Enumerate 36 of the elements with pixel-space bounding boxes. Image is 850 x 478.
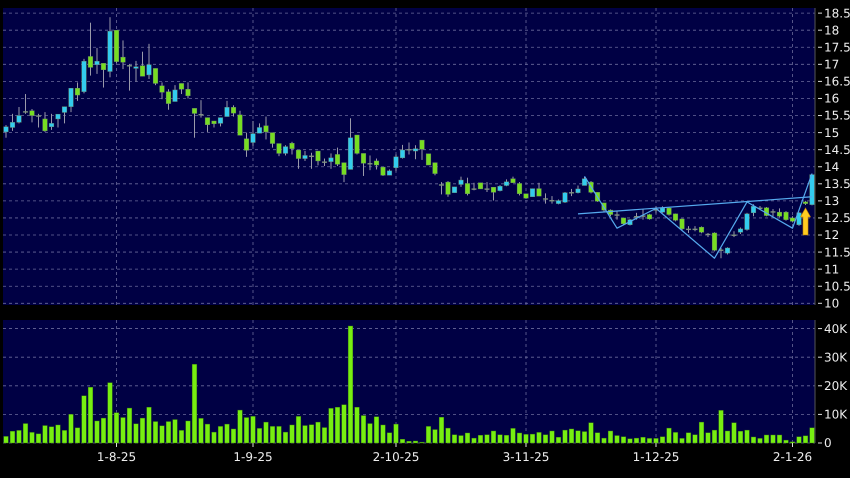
y-tick-label: 16.5 bbox=[824, 74, 850, 89]
y-tick-label: 11.5 bbox=[824, 245, 850, 260]
y-tick-label: 10 bbox=[824, 296, 840, 310]
y-tick-label: 10K bbox=[824, 408, 848, 422]
candlestick bbox=[55, 114, 61, 128]
y-tick-label: 11 bbox=[824, 262, 840, 276]
y-tick-label: 17 bbox=[824, 58, 840, 72]
y-tick-label: 15.5 bbox=[824, 108, 850, 123]
x-tick-label: 1-8-25 bbox=[96, 450, 136, 464]
y-tick-label: 14.5 bbox=[824, 142, 850, 157]
candlestick bbox=[192, 108, 198, 138]
x-tick-label: 3-11-25 bbox=[502, 450, 550, 464]
y-tick-label: 18 bbox=[824, 23, 840, 38]
y-tick-label: 0 bbox=[824, 436, 832, 450]
x-tick-label: 1-12-25 bbox=[632, 450, 680, 464]
y-tick-label: 12.5 bbox=[824, 211, 850, 226]
candlestick bbox=[198, 100, 204, 118]
y-tick-label: 17.5 bbox=[824, 40, 850, 54]
x-tick-label: 1-9-25 bbox=[233, 450, 273, 464]
y-tick-label: 16 bbox=[824, 92, 840, 106]
x-tick-label: 2-1-26 bbox=[772, 450, 812, 464]
candlestick bbox=[542, 192, 548, 204]
y-tick-label: 30K bbox=[824, 350, 848, 364]
y-tick-label: 40K bbox=[824, 322, 848, 336]
y-tick-label: 20K bbox=[824, 378, 848, 393]
candlestick bbox=[237, 110, 243, 136]
y-tick-label: 18.5 bbox=[824, 6, 850, 20]
y-tick-label: 13 bbox=[824, 194, 840, 208]
y-tick-label: 12 bbox=[824, 228, 840, 242]
y-tick-label: 13.5 bbox=[824, 177, 850, 192]
x-tick-label: 2-10-25 bbox=[372, 450, 420, 464]
y-tick-label: 15 bbox=[824, 126, 840, 140]
y-tick-label: 10.5 bbox=[824, 279, 850, 294]
candlestick bbox=[750, 204, 756, 217]
candlestick bbox=[126, 64, 132, 92]
y-tick-label: 14 bbox=[824, 160, 840, 174]
